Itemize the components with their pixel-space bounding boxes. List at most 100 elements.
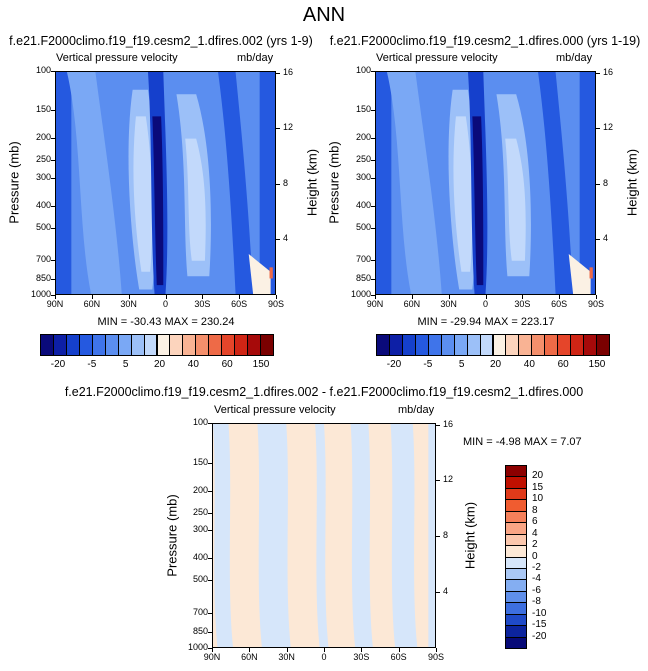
height-tick-mark xyxy=(596,183,600,185)
colorbar-1-swatch xyxy=(260,334,274,356)
height-tick-label: 12 xyxy=(283,122,294,133)
colorbar-1 xyxy=(40,334,274,356)
pressure-tick-mark xyxy=(51,260,55,262)
colorbar-label: 5 xyxy=(122,359,129,370)
pressure-tick-label: 250 xyxy=(35,154,51,165)
pressure-tick-mark xyxy=(208,648,212,649)
latitude-tick-mark xyxy=(448,295,450,299)
pressure-tick-mark xyxy=(51,160,55,162)
height-tick-label: 16 xyxy=(603,66,614,77)
colorbar-diff-label: 15 xyxy=(532,481,544,493)
field-lobe xyxy=(568,254,591,294)
latitude-tick-mark xyxy=(212,648,213,652)
panel-1-units-label: mb/day xyxy=(237,52,274,64)
pressure-tick-label: 150 xyxy=(35,104,51,115)
height-tick-mark xyxy=(276,239,280,241)
colorbar-2-swatch xyxy=(531,334,546,356)
colorbar-label: 20 xyxy=(153,359,166,370)
pressure-tick-mark xyxy=(51,110,55,112)
pressure-tick-mark xyxy=(51,227,55,229)
pressure-tick-mark xyxy=(208,632,212,634)
colorbar-diff-label: 0 xyxy=(532,550,538,562)
latitude-tick-label: 0 xyxy=(482,299,488,309)
latitude-tick-label: 90N xyxy=(46,299,64,309)
colorbar-1-swatch xyxy=(247,334,262,356)
colorbar-2-swatch xyxy=(388,334,403,356)
panel-2-stats: MIN = -29.94 MAX = 223.17 xyxy=(417,316,555,328)
colorbar-diff-label: 2 xyxy=(532,539,538,551)
pressure-tick-mark xyxy=(371,295,375,296)
field-spot xyxy=(589,267,593,279)
field-lobe xyxy=(185,138,206,261)
field-lobe xyxy=(248,254,271,294)
colorbar-2-swatch xyxy=(544,334,559,356)
pressure-tick-mark xyxy=(371,279,375,281)
pressure-tick-label: 250 xyxy=(355,154,371,165)
pressure-tick-mark xyxy=(208,512,212,514)
latitude-tick-mark xyxy=(91,295,93,299)
latitude-tick-label: 60N xyxy=(241,652,258,662)
colorbar-label: 20 xyxy=(489,359,502,370)
field-lobe xyxy=(505,138,526,261)
colorbar-diff-label: 8 xyxy=(532,504,538,516)
colorbar-1-swatch xyxy=(195,334,210,356)
latitude-tick-label: 90N xyxy=(366,299,384,309)
field-lobe xyxy=(453,116,473,272)
pressure-tick-label: 100 xyxy=(192,417,208,427)
colorbar-label: -20 xyxy=(50,359,66,370)
latitude-tick-mark xyxy=(249,648,251,652)
latitude-tick-mark xyxy=(276,295,277,299)
pressure-tick-mark xyxy=(208,490,212,492)
colorbar-diff-label: -20 xyxy=(532,630,547,642)
pressure-tick-label: 200 xyxy=(35,132,51,143)
colorbar-diff-swatch xyxy=(505,636,527,649)
pressure-tick-mark xyxy=(208,462,212,464)
colorbar-1-swatch xyxy=(208,334,223,356)
field-lobe xyxy=(538,72,574,294)
latitude-tick-label: 60S xyxy=(551,299,568,309)
colorbar-label: 40 xyxy=(523,359,535,370)
latitude-tick-mark xyxy=(411,295,413,299)
colorbar-label: -5 xyxy=(423,359,433,370)
pressure-tick-mark xyxy=(371,260,375,262)
pressure-tick-label: 300 xyxy=(35,171,51,182)
latitude-tick-mark xyxy=(239,295,241,299)
panel-1-title: f.e21.F2000climo.f19_f19.cesm2_1.dfires.… xyxy=(9,34,313,48)
y2-axis-title: Height (km) xyxy=(304,148,320,217)
colorbar-2-swatch xyxy=(427,334,442,356)
latitude-tick-label: 30N xyxy=(120,299,137,309)
latitude-tick-label: 0 xyxy=(321,652,327,662)
colorbar-1-swatch xyxy=(130,334,145,356)
page-title: ANN xyxy=(302,4,346,26)
pressure-tick-mark xyxy=(208,423,212,424)
colorbar-2-swatch xyxy=(557,334,572,356)
colorbar-1-swatch xyxy=(91,334,106,356)
colorbar-diff-label: -4 xyxy=(532,573,541,585)
pressure-tick-mark xyxy=(371,227,375,229)
pressure-tick-label: 1000 xyxy=(30,289,51,299)
pressure-tick-label: 100 xyxy=(35,65,51,75)
pressure-tick-mark xyxy=(371,110,375,112)
colorbar-2-swatch xyxy=(401,334,416,356)
height-tick-label: 8 xyxy=(603,177,609,188)
height-tick-mark xyxy=(436,480,440,482)
pressure-tick-label: 850 xyxy=(35,273,51,284)
panel-3-units-label: mb/day xyxy=(398,404,435,416)
field-band xyxy=(257,424,291,647)
latitude-tick-label: 0 xyxy=(162,299,168,309)
colorbar-1-swatch xyxy=(104,334,119,356)
height-tick-mark xyxy=(436,592,440,594)
latitude-tick-label: 30N xyxy=(440,299,457,309)
pressure-tick-label: 500 xyxy=(192,574,208,585)
colorbar-label: 150 xyxy=(588,359,606,370)
latitude-tick-mark xyxy=(165,295,167,299)
panel-1-plot xyxy=(55,71,276,295)
latitude-tick-label: 60N xyxy=(83,299,101,309)
colorbar-1-swatch xyxy=(65,334,80,356)
pressure-tick-label: 700 xyxy=(355,254,371,265)
colorbar-2-swatch xyxy=(414,334,429,356)
pressure-tick-mark xyxy=(371,160,375,162)
latitude-tick-label: 30S xyxy=(353,652,370,662)
colorbar-diff-label: 10 xyxy=(532,493,544,505)
pressure-tick-label: 150 xyxy=(192,456,208,467)
